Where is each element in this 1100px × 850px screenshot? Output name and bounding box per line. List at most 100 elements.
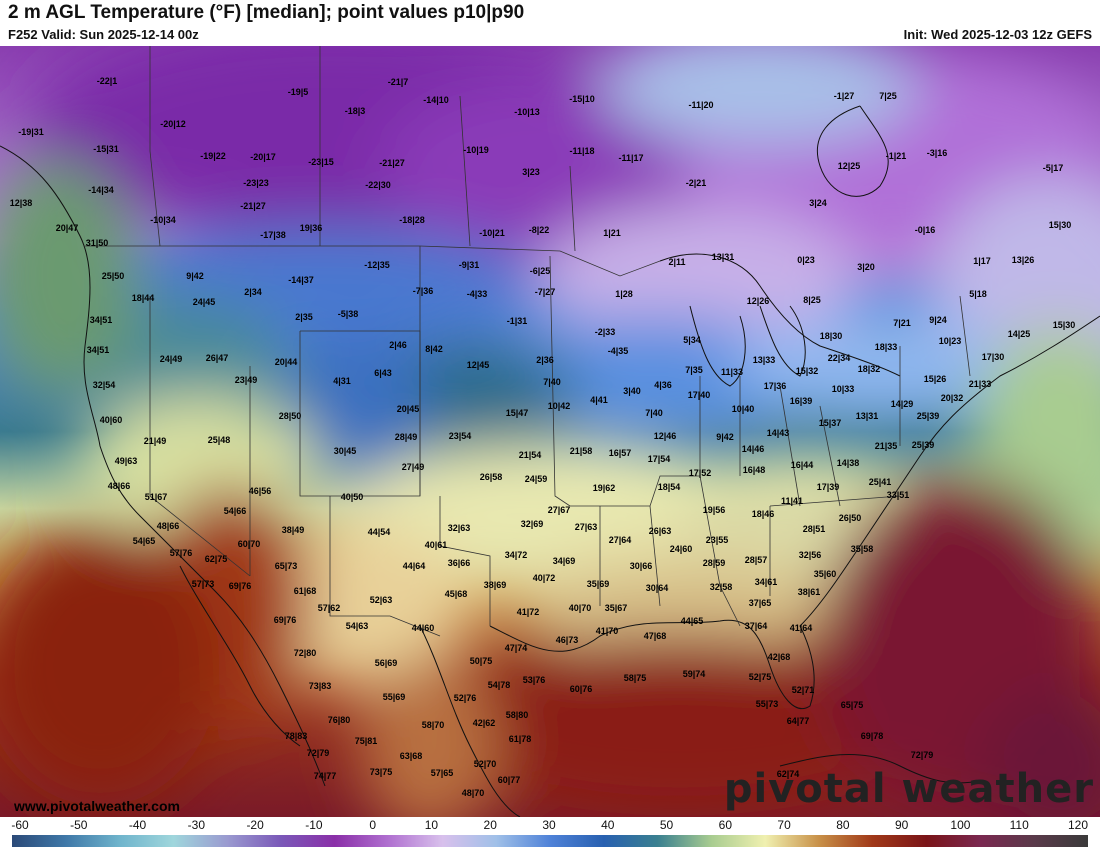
point-value: 15|26: [923, 374, 947, 384]
colorbar-tick-label: 10: [424, 818, 439, 832]
point-value: 54|65: [132, 536, 156, 546]
point-value: 9|42: [186, 271, 204, 281]
point-value: 52|76: [453, 693, 477, 703]
map-title: 2 m AGL Temperature (°F) [median]; point…: [8, 2, 525, 23]
point-value: 54|78: [487, 680, 511, 690]
colorbar-legend: -60 -50 -40 -30 -20 -10 0 10 20 30 40 50 60 70 80 90 100…: [0, 817, 1100, 850]
point-value: -23|15: [308, 157, 334, 167]
point-value: 72|79: [910, 750, 934, 760]
point-value: 32|63: [447, 523, 471, 533]
point-value: 15|32: [795, 366, 819, 376]
point-value: 32|56: [798, 550, 822, 560]
point-value: 19|56: [702, 505, 726, 515]
colorbar-tick-label: -20: [246, 818, 264, 832]
point-value: 3|40: [623, 386, 641, 396]
point-value: 32|69: [520, 519, 544, 529]
point-value: 18|32: [857, 364, 881, 374]
point-value: 41|64: [789, 623, 813, 633]
point-value: 1|28: [615, 289, 633, 299]
point-value: 2|35: [295, 312, 313, 322]
point-value: 45|68: [444, 589, 468, 599]
point-value: 17|36: [763, 381, 787, 391]
point-value: 34|51: [86, 345, 110, 355]
point-value: 46|73: [555, 635, 579, 645]
colorbar-tick-label: 100: [950, 818, 971, 832]
point-value: 37|64: [744, 621, 768, 631]
site-url[interactable]: www.pivotalweather.com: [14, 798, 180, 814]
point-value: 34|51: [89, 315, 113, 325]
point-value: -1|21: [885, 151, 907, 161]
point-value: 57|65: [430, 768, 454, 778]
point-value: 59|74: [682, 669, 706, 679]
point-value: -19|5: [287, 87, 309, 97]
point-value: 17|40: [687, 390, 711, 400]
point-value: 11|41: [780, 496, 804, 506]
point-value: 10|42: [547, 401, 571, 411]
point-value: 49|63: [114, 456, 138, 466]
colorbar-tick-label: 0: [369, 818, 376, 832]
point-value: 44|60: [411, 623, 435, 633]
point-value: 21|58: [569, 446, 593, 456]
point-value: 23|54: [448, 431, 472, 441]
point-value: 7|40: [543, 377, 561, 387]
coastlines: [0, 105, 1100, 817]
point-value: 0|23: [797, 255, 815, 265]
brand-logo: pivotal weather: [723, 766, 1094, 812]
point-value: 57|62: [317, 603, 341, 613]
point-value: 36|66: [447, 558, 471, 568]
point-value: 10|40: [731, 404, 755, 414]
point-value: 26|63: [648, 526, 672, 536]
temperature-map[interactable]: -22|1 -19|5 -21|7 -14|10 -18|3 -10|13 -15|10 -1…: [0, 46, 1100, 817]
colorbar-tick-label: -60: [11, 818, 29, 832]
point-value: 34|69: [552, 556, 576, 566]
point-value: 47|74: [504, 643, 528, 653]
point-value: 40|50: [340, 492, 364, 502]
point-value: 57|76: [169, 548, 193, 558]
colorbar-tick-label: 110: [1009, 818, 1029, 832]
point-value: 35|67: [604, 603, 628, 613]
point-value: 5|34: [683, 335, 701, 345]
point-value: 40|72: [532, 573, 556, 583]
point-value: 10|33: [831, 384, 855, 394]
point-value: 34|61: [754, 577, 778, 587]
point-value: 14|46: [741, 444, 765, 454]
point-value: -10|13: [514, 107, 540, 117]
point-value: 4|31: [333, 376, 351, 386]
point-value: 20|44: [274, 357, 298, 367]
point-value: 75|81: [354, 736, 378, 746]
point-value: 60|77: [497, 775, 521, 785]
point-value: 34|72: [504, 550, 528, 560]
point-value: 8|42: [425, 344, 443, 354]
point-value: 14|25: [1007, 329, 1031, 339]
point-value: 38|49: [281, 525, 305, 535]
colorbar-tick-label: 70: [777, 818, 791, 832]
point-value: 12|26: [746, 296, 770, 306]
point-value: 73|83: [308, 681, 332, 691]
point-value: 15|30: [1048, 220, 1072, 230]
point-value: 72|80: [293, 648, 317, 658]
point-value: 9|24: [929, 315, 947, 325]
point-value: 46|56: [248, 486, 272, 496]
point-value: 20|32: [940, 393, 964, 403]
point-value: 62|74: [776, 769, 800, 779]
point-value: -10|21: [479, 228, 505, 238]
point-value: -21|27: [379, 158, 405, 168]
point-value: 27|67: [547, 505, 571, 515]
point-value: 41|70: [595, 626, 619, 636]
point-value: 2|11: [668, 257, 686, 267]
point-value: 12|25: [837, 161, 861, 171]
point-value: 11|33: [720, 367, 744, 377]
point-value: -21|7: [387, 77, 409, 87]
point-value: 58|70: [421, 720, 445, 730]
point-value: 28|50: [278, 411, 302, 421]
colorbar-tick-label: 60: [718, 818, 733, 832]
point-value: -2|21: [685, 178, 707, 188]
point-value: 62|75: [204, 554, 228, 564]
point-value: 40|60: [99, 415, 123, 425]
point-value: 58|80: [505, 710, 529, 720]
point-value: -14|10: [423, 95, 449, 105]
point-value: 52|63: [369, 595, 393, 605]
point-value: 48|70: [461, 788, 485, 798]
point-value: 4|41: [590, 395, 608, 405]
point-value: 35|69: [586, 579, 610, 589]
